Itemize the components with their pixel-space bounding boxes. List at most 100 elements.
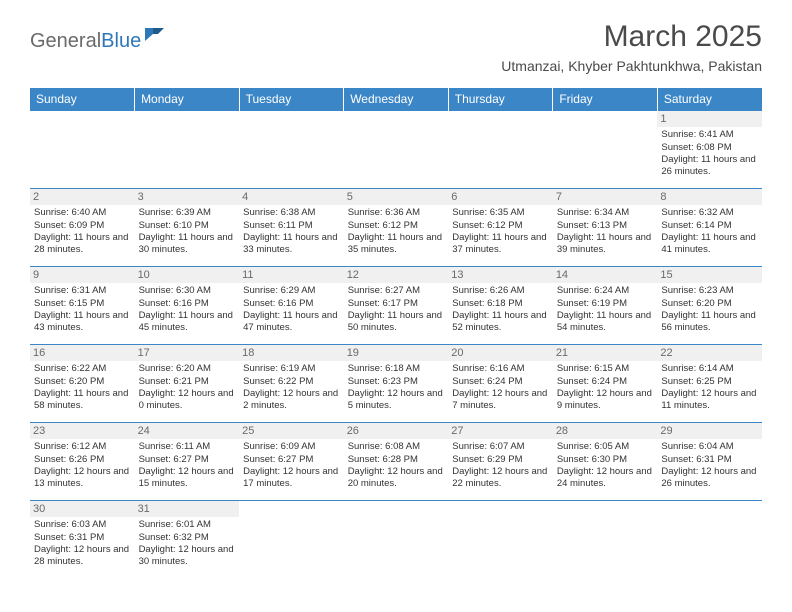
sunrise-line: Sunrise: 6:26 AM (452, 285, 549, 297)
daylight-line: Daylight: 12 hours and 7 minutes. (452, 388, 549, 413)
sunrise-line: Sunrise: 6:23 AM (661, 285, 758, 297)
calendar-cell: 1Sunrise: 6:41 AMSunset: 6:08 PMDaylight… (657, 111, 762, 189)
calendar-cell: 16 Sunrise: 6:22 AMSunset: 6:20 PMDayligh… (30, 345, 135, 423)
calendar-cell: 19Sunrise: 6:18 AMSunset: 6:23 PMDayligh… (344, 345, 449, 423)
calendar-cell: . (448, 111, 553, 189)
sunset-line: Sunset: 6:27 PM (243, 454, 340, 466)
daylight-line: Daylight: 12 hours and 26 minutes. (661, 466, 758, 491)
daylight-line: Daylight: 11 hours and 56 minutes. (661, 310, 758, 335)
sunrise-line: Sunrise: 6:41 AM (661, 129, 758, 141)
calendar-cell: 22 Sunrise: 6:14 AMSunset: 6:25 PMDayligh… (657, 345, 762, 423)
calendar-body: ......1Sunrise: 6:41 AMSunset: 6:08 PMDa… (30, 111, 762, 579)
sunrise-line: Sunrise: 6:03 AM (34, 519, 131, 531)
sunset-line: Sunset: 6:12 PM (348, 220, 445, 232)
daylight-line: Daylight: 11 hours and 58 minutes. (34, 388, 131, 413)
daylight-line: Daylight: 11 hours and 54 minutes. (557, 310, 654, 335)
sunset-line: Sunset: 6:24 PM (452, 376, 549, 388)
day-number: 12 (344, 267, 449, 283)
sunset-line: Sunset: 6:26 PM (34, 454, 131, 466)
sunset-line: Sunset: 6:17 PM (348, 298, 445, 310)
sunrise-line: Sunrise: 6:14 AM (661, 363, 758, 375)
daylight-line: Daylight: 12 hours and 20 minutes. (348, 466, 445, 491)
day-number: 1 (657, 111, 762, 127)
sunrise-line: Sunrise: 6:15 AM (557, 363, 654, 375)
sunrise-line: Sunrise: 6:31 AM (34, 285, 131, 297)
calendar-week: 16Sunrise: 6:22 AMSunset: 6:20 PMDayligh… (30, 345, 762, 423)
sunset-line: Sunset: 6:21 PM (139, 376, 236, 388)
sunset-line: Sunset: 6:20 PM (34, 376, 131, 388)
day-number: 17 (135, 345, 240, 361)
daylight-line: Daylight: 11 hours and 30 minutes. (139, 232, 236, 257)
day-number: 4 (239, 189, 344, 205)
day-number: 30 (30, 501, 135, 517)
sunset-line: Sunset: 6:13 PM (557, 220, 654, 232)
calendar-page: General Blue March 2025 Utmanzai, Khyber… (0, 0, 792, 599)
calendar-cell: 10Sunrise: 6:30 AMSunset: 6:16 PMDayligh… (135, 267, 240, 345)
sunset-line: Sunset: 6:09 PM (34, 220, 131, 232)
daylight-line: Daylight: 11 hours and 37 minutes. (452, 232, 549, 257)
calendar-week: 9Sunrise: 6:31 AMSunset: 6:15 PMDaylight… (30, 267, 762, 345)
sunset-line: Sunset: 6:30 PM (557, 454, 654, 466)
daylight-line: Daylight: 12 hours and 17 minutes. (243, 466, 340, 491)
sunrise-line: Sunrise: 6:04 AM (661, 441, 758, 453)
title-block: March 2025 Utmanzai, Khyber Pakhtunkhwa,… (501, 20, 762, 80)
daylight-line: Daylight: 12 hours and 0 minutes. (139, 388, 236, 413)
sunrise-line: Sunrise: 6:18 AM (348, 363, 445, 375)
day-number: 21 (553, 345, 658, 361)
calendar-cell: 25Sunrise: 6:09 AMSunset: 6:27 PMDayligh… (239, 423, 344, 501)
day-header: Wednesday (344, 88, 449, 111)
day-number: 5 (344, 189, 449, 205)
daylight-line: Daylight: 11 hours and 33 minutes. (243, 232, 340, 257)
calendar-cell: 26Sunrise: 6:08 AMSunset: 6:28 PMDayligh… (344, 423, 449, 501)
daylight-line: Daylight: 12 hours and 9 minutes. (557, 388, 654, 413)
day-number: 16 (30, 345, 135, 361)
calendar-cell: . (553, 501, 658, 579)
calendar-cell: . (344, 111, 449, 189)
sunset-line: Sunset: 6:20 PM (661, 298, 758, 310)
calendar-cell: 30Sunrise: 6:03 AMSunset: 6:31 PMDayligh… (30, 501, 135, 579)
daylight-line: Daylight: 12 hours and 24 minutes. (557, 466, 654, 491)
calendar-cell: 29Sunrise: 6:04 AMSunset: 6:31 PMDayligh… (657, 423, 762, 501)
calendar-week: ......1Sunrise: 6:41 AMSunset: 6:08 PMDa… (30, 111, 762, 189)
sunset-line: Sunset: 6:31 PM (661, 454, 758, 466)
calendar-cell: 11Sunrise: 6:29 AMSunset: 6:16 PMDayligh… (239, 267, 344, 345)
sunrise-line: Sunrise: 6:22 AM (34, 363, 131, 375)
sunrise-line: Sunrise: 6:01 AM (139, 519, 236, 531)
calendar-cell: 20Sunrise: 6:16 AMSunset: 6:24 PMDayligh… (448, 345, 553, 423)
calendar-cell: 8Sunrise: 6:32 AMSunset: 6:14 PMDaylight… (657, 189, 762, 267)
sunset-line: Sunset: 6:14 PM (661, 220, 758, 232)
sunrise-line: Sunrise: 6:30 AM (139, 285, 236, 297)
daylight-line: Daylight: 12 hours and 11 minutes. (661, 388, 758, 413)
daylight-line: Daylight: 11 hours and 47 minutes. (243, 310, 340, 335)
sunset-line: Sunset: 6:25 PM (661, 376, 758, 388)
day-header: Friday (553, 88, 658, 111)
sunrise-line: Sunrise: 6:08 AM (348, 441, 445, 453)
sunrise-line: Sunrise: 6:27 AM (348, 285, 445, 297)
sunrise-line: Sunrise: 6:39 AM (139, 207, 236, 219)
daylight-line: Daylight: 12 hours and 22 minutes. (452, 466, 549, 491)
logo-flag-icon (144, 26, 166, 42)
logo-text-blue: Blue (101, 30, 141, 53)
calendar-cell: 13Sunrise: 6:26 AMSunset: 6:18 PMDayligh… (448, 267, 553, 345)
calendar-cell: 14Sunrise: 6:24 AMSunset: 6:19 PMDayligh… (553, 267, 658, 345)
day-number: 15 (657, 267, 762, 283)
sunset-line: Sunset: 6:18 PM (452, 298, 549, 310)
calendar-cell: . (239, 111, 344, 189)
daylight-line: Daylight: 11 hours and 45 minutes. (139, 310, 236, 335)
sunrise-line: Sunrise: 6:09 AM (243, 441, 340, 453)
day-number: 19 (344, 345, 449, 361)
day-number: 7 (553, 189, 658, 205)
sunrise-line: Sunrise: 6:16 AM (452, 363, 549, 375)
sunrise-line: Sunrise: 6:36 AM (348, 207, 445, 219)
day-number: 27 (448, 423, 553, 439)
day-header: Monday (135, 88, 240, 111)
day-number: 11 (239, 267, 344, 283)
sunset-line: Sunset: 6:23 PM (348, 376, 445, 388)
daylight-line: Daylight: 11 hours and 50 minutes. (348, 310, 445, 335)
calendar-cell: 4Sunrise: 6:38 AMSunset: 6:11 PMDaylight… (239, 189, 344, 267)
sunset-line: Sunset: 6:19 PM (557, 298, 654, 310)
day-number: 22 (657, 345, 762, 361)
calendar-cell: 27Sunrise: 6:07 AMSunset: 6:29 PMDayligh… (448, 423, 553, 501)
calendar-cell: . (344, 501, 449, 579)
daylight-line: Daylight: 11 hours and 43 minutes. (34, 310, 131, 335)
